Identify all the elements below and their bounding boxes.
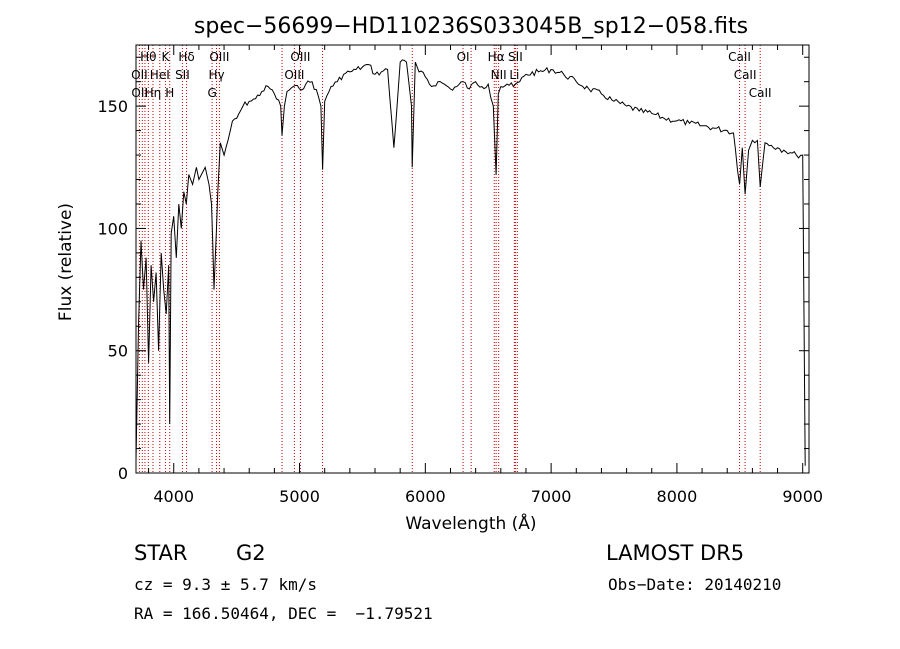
survey-name: LAMOST DR5 <box>606 541 745 565</box>
line-id-label: G <box>207 86 216 100</box>
line-id-label: NII <box>491 68 507 82</box>
line-id-label: H <box>165 86 174 100</box>
spectral-line-markers <box>138 45 761 473</box>
x-axis: 4000 5000 6000 7000 8000 9000 <box>148 45 823 506</box>
x-tick-label: 6000 <box>405 487 446 506</box>
line-id-label: SII <box>508 50 523 64</box>
line-id-label: OIII <box>290 50 310 64</box>
line-id-label: HeI <box>150 68 170 82</box>
line-id-label: Li <box>509 68 519 82</box>
line-id-label: SII <box>175 68 190 82</box>
x-tick-label: 4000 <box>153 487 194 506</box>
x-tick-label: 9000 <box>782 487 823 506</box>
y-axis: 0 50 100 150 <box>97 56 809 483</box>
plot-frame <box>135 44 810 474</box>
x-axis-label: Wavelength (Å) <box>405 512 536 534</box>
line-id-label: K <box>161 50 170 64</box>
line-id-label: Hγ <box>208 68 224 82</box>
x-tick-label: 7000 <box>531 487 572 506</box>
observation-date: Obs−Date: 20140210 <box>608 575 782 594</box>
y-tick-label: 50 <box>108 342 128 361</box>
line-id-label: OIII <box>209 50 229 64</box>
redshift-velocity: cz = 9.3 ± 5.7 km/s <box>134 575 318 594</box>
y-tick-label: 150 <box>97 97 128 116</box>
y-axis-label: Flux (relative) <box>56 203 76 321</box>
line-id-label: CaII <box>728 50 751 64</box>
spectrum-line <box>135 59 806 466</box>
line-id-label: Hη <box>145 86 162 100</box>
line-id-label: OI <box>457 50 470 64</box>
line-id-label: Hθ <box>140 50 156 64</box>
line-id-label: Hδ <box>178 50 194 64</box>
y-tick-label: 0 <box>118 464 128 483</box>
object-type: STAR <box>134 541 188 565</box>
line-id-label: CaII <box>749 86 772 100</box>
y-tick-label: 100 <box>97 219 128 238</box>
chart-title: spec−56699−HD110236S033045B_sp12−058.fit… <box>194 14 748 39</box>
line-id-label: CaII <box>734 68 757 82</box>
line-id-label: Hα <box>488 50 505 64</box>
spectral-subclass: G2 <box>236 541 266 565</box>
line-id-label: OII <box>131 68 148 82</box>
x-tick-label: 5000 <box>279 487 320 506</box>
coordinates: RA = 166.50464, DEC = −1.79521 <box>134 604 433 623</box>
line-id-label: OIII <box>284 68 304 82</box>
x-tick-label: 8000 <box>657 487 698 506</box>
